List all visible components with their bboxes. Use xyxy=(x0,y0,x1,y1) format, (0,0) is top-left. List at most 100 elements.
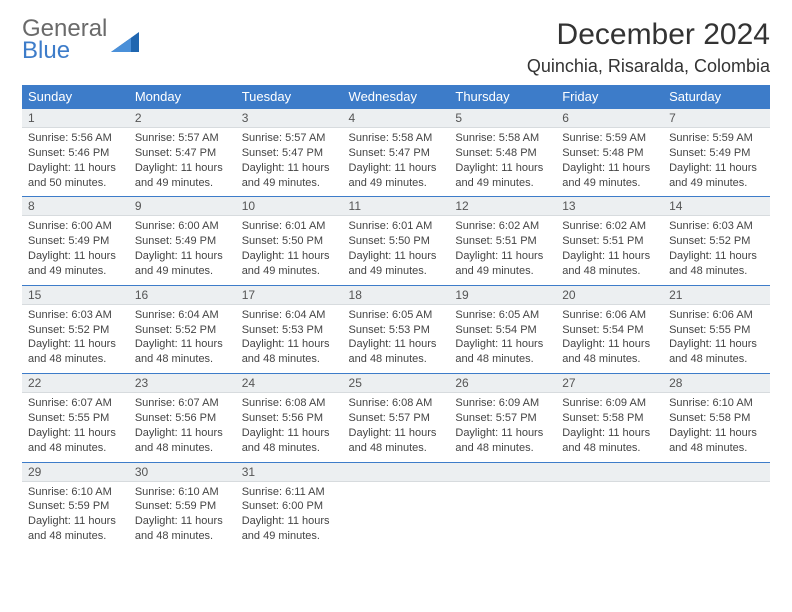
day-number: 27 xyxy=(556,374,663,393)
day-content: Sunrise: 6:08 AMSunset: 5:57 PMDaylight:… xyxy=(343,393,450,461)
day-number xyxy=(663,463,770,482)
calendar-day-cell: 23Sunrise: 6:07 AMSunset: 5:56 PMDayligh… xyxy=(129,374,236,462)
calendar-day-cell: 12Sunrise: 6:02 AMSunset: 5:51 PMDayligh… xyxy=(449,197,556,285)
title-block: December 2024 Quinchia, Risaralda, Colom… xyxy=(527,18,770,77)
day-content: Sunrise: 5:58 AMSunset: 5:48 PMDaylight:… xyxy=(449,128,556,196)
day-number: 23 xyxy=(129,374,236,393)
day-number: 12 xyxy=(449,197,556,216)
calendar-day-cell: 26Sunrise: 6:09 AMSunset: 5:57 PMDayligh… xyxy=(449,374,556,462)
calendar-day-cell: 19Sunrise: 6:05 AMSunset: 5:54 PMDayligh… xyxy=(449,285,556,373)
day-number: 8 xyxy=(22,197,129,216)
day-header: Sunday xyxy=(22,85,129,109)
day-number: 30 xyxy=(129,463,236,482)
calendar-day-cell: 18Sunrise: 6:05 AMSunset: 5:53 PMDayligh… xyxy=(343,285,450,373)
logo: General Blue xyxy=(22,18,139,61)
calendar-day-cell xyxy=(343,462,450,550)
day-header: Thursday xyxy=(449,85,556,109)
day-content: Sunrise: 6:08 AMSunset: 5:56 PMDaylight:… xyxy=(236,393,343,461)
day-number: 2 xyxy=(129,109,236,128)
day-number: 5 xyxy=(449,109,556,128)
day-content xyxy=(449,482,556,540)
calendar-day-cell: 11Sunrise: 6:01 AMSunset: 5:50 PMDayligh… xyxy=(343,197,450,285)
calendar-day-cell: 16Sunrise: 6:04 AMSunset: 5:52 PMDayligh… xyxy=(129,285,236,373)
location: Quinchia, Risaralda, Colombia xyxy=(527,56,770,77)
day-header: Saturday xyxy=(663,85,770,109)
day-number: 21 xyxy=(663,286,770,305)
day-content: Sunrise: 6:10 AMSunset: 5:59 PMDaylight:… xyxy=(129,482,236,550)
day-number xyxy=(556,463,663,482)
day-number: 25 xyxy=(343,374,450,393)
day-header: Wednesday xyxy=(343,85,450,109)
day-number: 11 xyxy=(343,197,450,216)
calendar-week-row: 29Sunrise: 6:10 AMSunset: 5:59 PMDayligh… xyxy=(22,462,770,550)
calendar-week-row: 8Sunrise: 6:00 AMSunset: 5:49 PMDaylight… xyxy=(22,197,770,285)
calendar-day-cell xyxy=(556,462,663,550)
day-number: 24 xyxy=(236,374,343,393)
day-content: Sunrise: 6:03 AMSunset: 5:52 PMDaylight:… xyxy=(22,305,129,373)
day-number: 29 xyxy=(22,463,129,482)
calendar-day-cell: 25Sunrise: 6:08 AMSunset: 5:57 PMDayligh… xyxy=(343,374,450,462)
day-number: 20 xyxy=(556,286,663,305)
day-header: Friday xyxy=(556,85,663,109)
calendar-day-cell: 27Sunrise: 6:09 AMSunset: 5:58 PMDayligh… xyxy=(556,374,663,462)
calendar-day-cell: 20Sunrise: 6:06 AMSunset: 5:54 PMDayligh… xyxy=(556,285,663,373)
day-content: Sunrise: 6:01 AMSunset: 5:50 PMDaylight:… xyxy=(343,216,450,284)
day-content: Sunrise: 6:11 AMSunset: 6:00 PMDaylight:… xyxy=(236,482,343,550)
day-number: 19 xyxy=(449,286,556,305)
calendar-day-cell: 22Sunrise: 6:07 AMSunset: 5:55 PMDayligh… xyxy=(22,374,129,462)
day-number: 31 xyxy=(236,463,343,482)
day-number: 13 xyxy=(556,197,663,216)
day-header: Tuesday xyxy=(236,85,343,109)
calendar-day-cell: 29Sunrise: 6:10 AMSunset: 5:59 PMDayligh… xyxy=(22,462,129,550)
day-number: 26 xyxy=(449,374,556,393)
day-number: 15 xyxy=(22,286,129,305)
calendar-day-cell: 4Sunrise: 5:58 AMSunset: 5:47 PMDaylight… xyxy=(343,109,450,197)
day-content: Sunrise: 6:06 AMSunset: 5:54 PMDaylight:… xyxy=(556,305,663,373)
day-content: Sunrise: 6:01 AMSunset: 5:50 PMDaylight:… xyxy=(236,216,343,284)
day-content: Sunrise: 6:09 AMSunset: 5:57 PMDaylight:… xyxy=(449,393,556,461)
calendar-day-cell: 3Sunrise: 5:57 AMSunset: 5:47 PMDaylight… xyxy=(236,109,343,197)
day-number: 22 xyxy=(22,374,129,393)
calendar-week-row: 22Sunrise: 6:07 AMSunset: 5:55 PMDayligh… xyxy=(22,374,770,462)
month-title: December 2024 xyxy=(527,18,770,52)
day-number: 4 xyxy=(343,109,450,128)
day-content: Sunrise: 6:04 AMSunset: 5:53 PMDaylight:… xyxy=(236,305,343,373)
calendar-day-cell: 24Sunrise: 6:08 AMSunset: 5:56 PMDayligh… xyxy=(236,374,343,462)
day-number xyxy=(449,463,556,482)
day-content: Sunrise: 6:00 AMSunset: 5:49 PMDaylight:… xyxy=(22,216,129,284)
day-number: 10 xyxy=(236,197,343,216)
day-content: Sunrise: 5:57 AMSunset: 5:47 PMDaylight:… xyxy=(236,128,343,196)
day-content: Sunrise: 6:07 AMSunset: 5:56 PMDaylight:… xyxy=(129,393,236,461)
calendar-header-row: SundayMondayTuesdayWednesdayThursdayFrid… xyxy=(22,85,770,109)
day-number: 7 xyxy=(663,109,770,128)
day-number: 16 xyxy=(129,286,236,305)
day-number: 17 xyxy=(236,286,343,305)
calendar-day-cell xyxy=(663,462,770,550)
calendar-day-cell xyxy=(449,462,556,550)
day-number: 14 xyxy=(663,197,770,216)
day-content: Sunrise: 6:10 AMSunset: 5:58 PMDaylight:… xyxy=(663,393,770,461)
day-content: Sunrise: 6:10 AMSunset: 5:59 PMDaylight:… xyxy=(22,482,129,550)
day-content: Sunrise: 6:04 AMSunset: 5:52 PMDaylight:… xyxy=(129,305,236,373)
day-content: Sunrise: 5:58 AMSunset: 5:47 PMDaylight:… xyxy=(343,128,450,196)
day-number: 3 xyxy=(236,109,343,128)
day-content: Sunrise: 6:06 AMSunset: 5:55 PMDaylight:… xyxy=(663,305,770,373)
calendar-day-cell: 7Sunrise: 5:59 AMSunset: 5:49 PMDaylight… xyxy=(663,109,770,197)
day-content xyxy=(663,482,770,540)
calendar-day-cell: 13Sunrise: 6:02 AMSunset: 5:51 PMDayligh… xyxy=(556,197,663,285)
calendar-day-cell: 14Sunrise: 6:03 AMSunset: 5:52 PMDayligh… xyxy=(663,197,770,285)
day-content xyxy=(556,482,663,540)
logo-line2: Blue xyxy=(22,37,70,64)
day-header: Monday xyxy=(129,85,236,109)
day-content: Sunrise: 6:09 AMSunset: 5:58 PMDaylight:… xyxy=(556,393,663,461)
calendar-day-cell: 10Sunrise: 6:01 AMSunset: 5:50 PMDayligh… xyxy=(236,197,343,285)
calendar-day-cell: 9Sunrise: 6:00 AMSunset: 5:49 PMDaylight… xyxy=(129,197,236,285)
day-content xyxy=(343,482,450,540)
calendar-day-cell: 28Sunrise: 6:10 AMSunset: 5:58 PMDayligh… xyxy=(663,374,770,462)
calendar-day-cell: 8Sunrise: 6:00 AMSunset: 5:49 PMDaylight… xyxy=(22,197,129,285)
calendar-day-cell: 5Sunrise: 5:58 AMSunset: 5:48 PMDaylight… xyxy=(449,109,556,197)
calendar-day-cell: 21Sunrise: 6:06 AMSunset: 5:55 PMDayligh… xyxy=(663,285,770,373)
calendar-table: SundayMondayTuesdayWednesdayThursdayFrid… xyxy=(22,85,770,550)
day-content: Sunrise: 5:59 AMSunset: 5:49 PMDaylight:… xyxy=(663,128,770,196)
calendar-day-cell: 6Sunrise: 5:59 AMSunset: 5:48 PMDaylight… xyxy=(556,109,663,197)
